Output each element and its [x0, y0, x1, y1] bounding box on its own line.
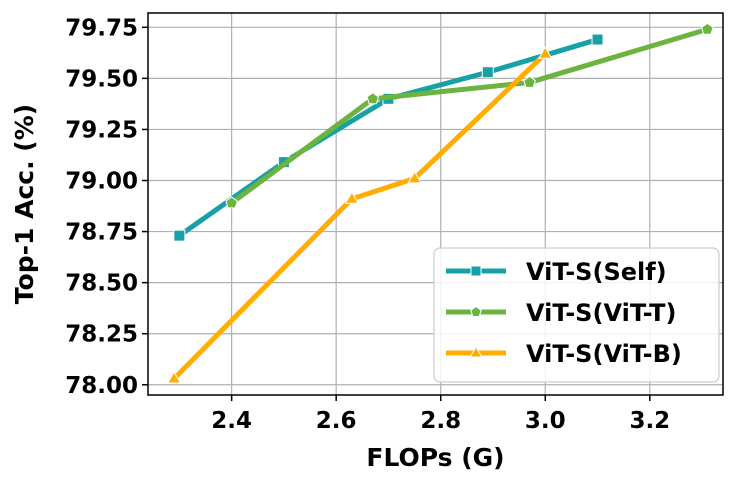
series-line — [176, 37, 601, 239]
marker-square — [173, 229, 186, 242]
y-tick-label: 78.75 — [65, 220, 138, 246]
legend-label: ViT-S(ViT-T) — [526, 299, 676, 327]
y-tick-label: 79.50 — [65, 66, 138, 92]
marker-square — [481, 66, 494, 79]
y-tick-label: 79.75 — [65, 15, 138, 41]
x-tick-label: 2.6 — [316, 408, 357, 434]
y-axis-ticks: 78.00 78.25 78.50 78.75 79.00 79.25 79.50 79.75 — [65, 15, 148, 399]
plot-frame — [147, 12, 724, 396]
series-0 — [173, 33, 604, 242]
marker-pentagon — [470, 305, 482, 317]
y-axis-label: Top-1 Acc. (%) — [10, 104, 39, 304]
series-layer — [166, 22, 714, 384]
marker-triangle — [469, 345, 483, 358]
y-tick-label: 79.25 — [65, 117, 138, 143]
x-axis-ticks: 2.4 2.6 2.8 3.0 3.2 — [211, 395, 670, 434]
marker-triangle — [166, 371, 182, 384]
x-axis-label: FLOPs (G) — [366, 443, 504, 472]
series-2 — [166, 46, 553, 384]
legend-label: ViT-S(ViT-B) — [526, 340, 682, 368]
legend-label: ViT-S(Self) — [526, 258, 667, 286]
y-tick-label: 78.00 — [65, 373, 138, 399]
y-tick-label: 79.00 — [65, 169, 138, 195]
marker-square — [591, 33, 604, 46]
x-tick-label: 2.4 — [211, 408, 252, 434]
marker-triangle — [538, 46, 553, 59]
marker-pentagon — [523, 75, 536, 88]
series-1 — [225, 22, 714, 209]
y-tick-label: 78.50 — [65, 271, 138, 297]
x-tick-label: 3.2 — [629, 408, 670, 434]
marker-pentagon — [366, 92, 380, 105]
legend: ViT-S(Self) ViT-S(ViT-T) ViT-S(ViT-B) — [433, 247, 720, 383]
series-line — [229, 26, 710, 206]
x-tick-label: 3.0 — [525, 408, 566, 434]
marker-pentagon — [225, 196, 238, 209]
grid — [148, 13, 723, 395]
marker-square — [470, 265, 482, 277]
marker-triangle — [407, 170, 422, 184]
marker-pentagon — [700, 22, 714, 35]
legend-item: ViT-S(ViT-T) — [446, 299, 676, 327]
marker-triangle — [344, 191, 360, 204]
series-line — [171, 51, 548, 382]
legend-box — [433, 247, 720, 383]
x-tick-label: 2.8 — [420, 408, 461, 434]
legend-item: ViT-S(Self) — [446, 258, 667, 286]
legend-item: ViT-S(ViT-B) — [446, 340, 682, 368]
y-tick-label: 78.25 — [65, 322, 138, 348]
